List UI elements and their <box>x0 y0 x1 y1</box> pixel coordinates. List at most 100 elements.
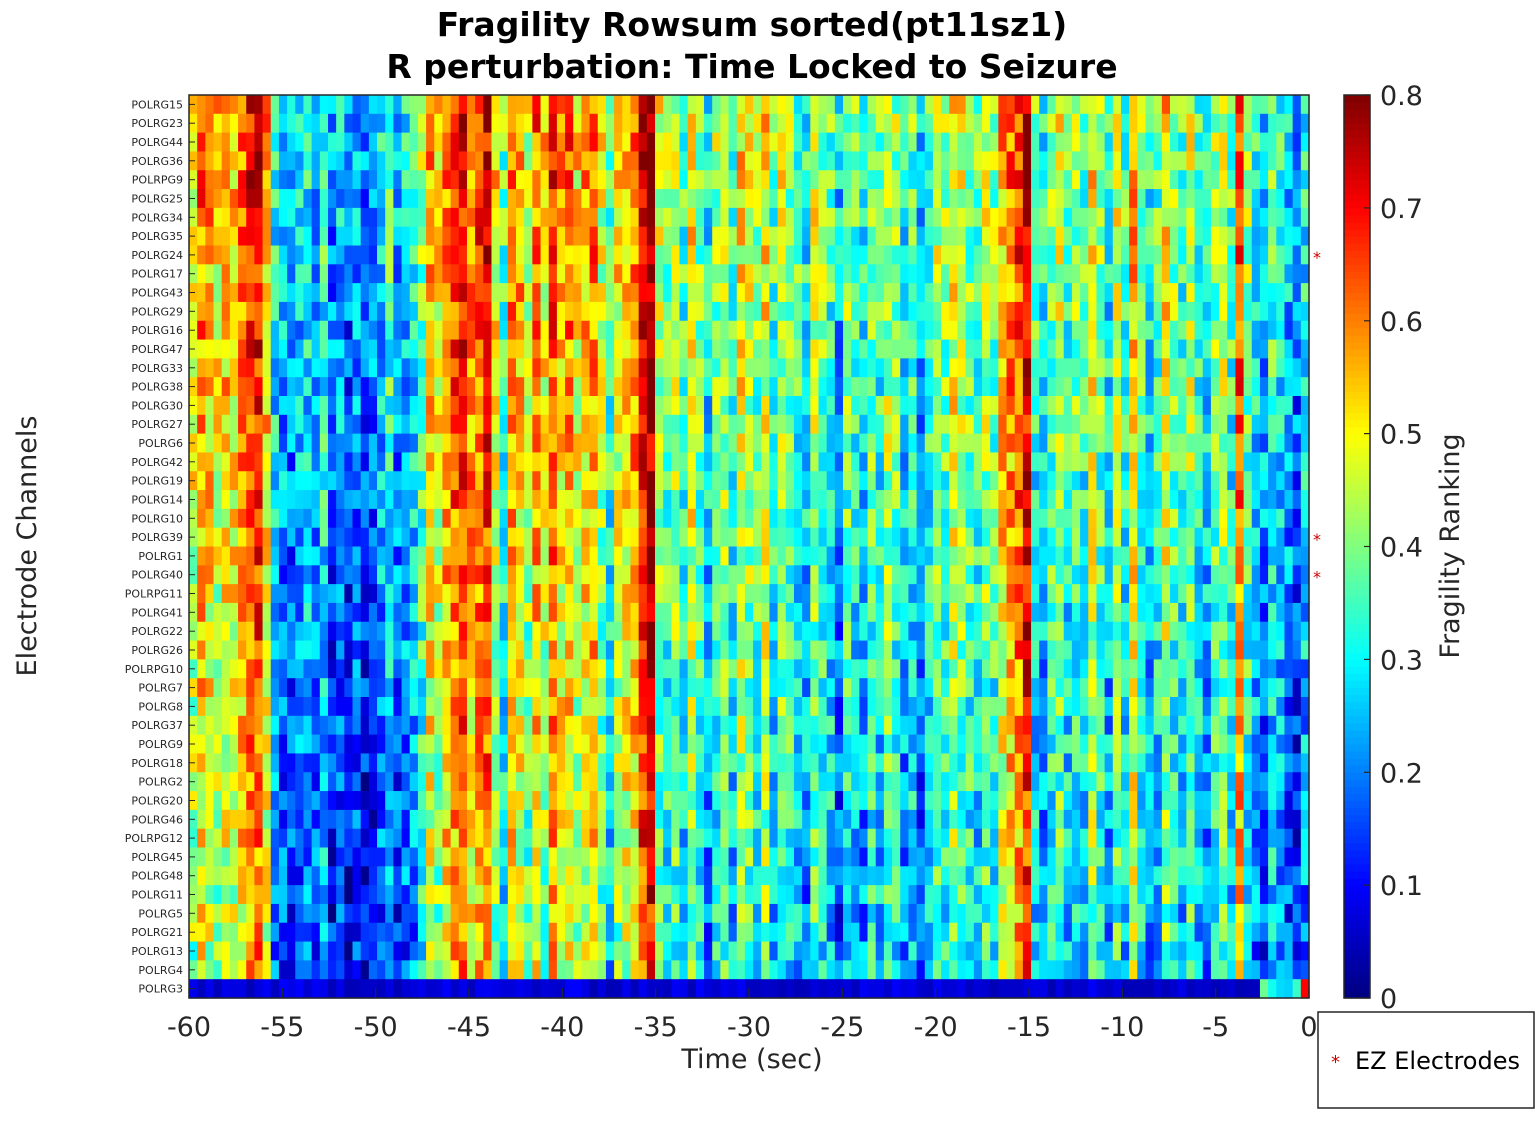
heatmap-cell <box>1022 508 1032 529</box>
heatmap-cell <box>491 283 501 303</box>
heatmap-cell <box>622 95 632 115</box>
heatmap-cell <box>516 245 525 265</box>
heatmap-cell <box>1300 602 1310 623</box>
heatmap-cell <box>1096 414 1106 435</box>
heatmap-cell <box>1080 490 1089 510</box>
heatmap-cell <box>932 414 942 435</box>
heatmap-cell <box>475 189 484 209</box>
heatmap-cell <box>1300 113 1310 134</box>
heatmap-cell <box>663 433 672 454</box>
heatmap-cell <box>262 546 272 566</box>
heatmap-cell <box>213 471 223 491</box>
heatmap-cell <box>646 508 656 529</box>
heatmap-cell <box>614 207 623 228</box>
heatmap-cell <box>1292 283 1302 303</box>
heatmap-cell <box>851 189 860 209</box>
heatmap-cell <box>1178 678 1187 698</box>
heatmap-cell <box>1300 283 1310 303</box>
heatmap-cell <box>499 621 509 642</box>
heatmap-cell <box>1096 527 1106 548</box>
heatmap-cell <box>965 659 975 679</box>
heatmap-cell <box>336 490 345 510</box>
heatmap-cell <box>802 565 811 585</box>
heatmap-cell <box>1153 414 1163 435</box>
heatmap-cell <box>1006 433 1016 454</box>
heatmap-cell <box>1129 283 1138 303</box>
heatmap-cell <box>1063 320 1073 341</box>
heatmap-cell <box>426 283 435 303</box>
heatmap-cell <box>246 339 256 359</box>
heatmap-cell <box>818 151 828 171</box>
heatmap-cell <box>916 414 926 435</box>
heatmap-cell <box>859 565 869 585</box>
heatmap-cell <box>1268 697 1277 717</box>
heatmap-cell <box>638 189 648 209</box>
heatmap-cell <box>630 245 640 265</box>
heatmap-cell <box>622 358 632 378</box>
heatmap-cell <box>524 170 533 190</box>
heatmap-cell <box>475 584 484 604</box>
heatmap-cell <box>1047 170 1057 190</box>
heatmap-cell <box>548 358 558 378</box>
heatmap-cell <box>368 151 378 171</box>
heatmap-cell <box>793 189 803 209</box>
heatmap-cell <box>1300 207 1310 228</box>
heatmap-cell <box>932 753 942 773</box>
heatmap-cell <box>442 207 452 228</box>
heatmap-cell <box>401 490 411 510</box>
heatmap-cell <box>1145 471 1155 491</box>
heatmap-cell <box>867 697 877 717</box>
heatmap-cell <box>712 377 721 397</box>
heatmap-cell <box>597 396 607 416</box>
heatmap-cell <box>687 132 697 153</box>
heatmap-cell <box>1161 151 1171 171</box>
heatmap-cell <box>254 602 264 623</box>
heatmap-cell <box>704 170 713 190</box>
heatmap-cell <box>720 433 730 454</box>
heatmap-cell <box>802 113 811 134</box>
heatmap-cell <box>1276 602 1286 623</box>
heatmap-cell <box>965 471 975 491</box>
heatmap-cell <box>589 113 599 134</box>
heatmap-cell <box>556 170 566 190</box>
heatmap-cell <box>442 584 452 604</box>
heatmap-cell <box>973 527 983 548</box>
heatmap-cell <box>344 584 354 604</box>
heatmap-cell <box>761 245 771 265</box>
heatmap-cell <box>728 471 738 491</box>
heatmap-cell <box>720 339 730 359</box>
heatmap-cell <box>1071 245 1081 265</box>
heatmap-cell <box>932 678 942 698</box>
heatmap-cell <box>949 113 959 134</box>
heatmap-cell <box>916 132 926 153</box>
heatmap-cell <box>295 602 305 623</box>
heatmap-cell <box>1259 339 1269 359</box>
heatmap-cell <box>630 640 640 660</box>
heatmap-cell <box>295 226 305 247</box>
heatmap-cell <box>303 697 313 717</box>
heatmap-cell <box>507 396 517 416</box>
heatmap-cell <box>867 377 877 397</box>
heatmap-cell <box>278 264 288 284</box>
heatmap-cell <box>556 189 566 209</box>
heatmap-cell <box>197 113 206 134</box>
heatmap-cell <box>695 245 705 265</box>
heatmap-cell <box>1039 283 1048 303</box>
heatmap-cell <box>793 132 803 153</box>
heatmap-cell <box>1047 602 1057 623</box>
heatmap-cell <box>278 508 288 529</box>
heatmap-cell <box>483 772 493 792</box>
heatmap-cell <box>1153 546 1163 566</box>
heatmap-cell <box>246 659 256 679</box>
heatmap-cell <box>1227 301 1237 322</box>
heatmap-cell <box>491 433 501 454</box>
heatmap-cell <box>916 189 926 209</box>
heatmap-cell <box>720 584 730 604</box>
heatmap-cell <box>941 734 950 755</box>
heatmap-cell <box>908 452 918 472</box>
heatmap-cell <box>581 659 591 679</box>
heatmap-cell <box>434 584 444 604</box>
heatmap-cell <box>1170 584 1179 604</box>
heatmap-cell <box>859 320 869 341</box>
heatmap-cell <box>859 414 869 435</box>
